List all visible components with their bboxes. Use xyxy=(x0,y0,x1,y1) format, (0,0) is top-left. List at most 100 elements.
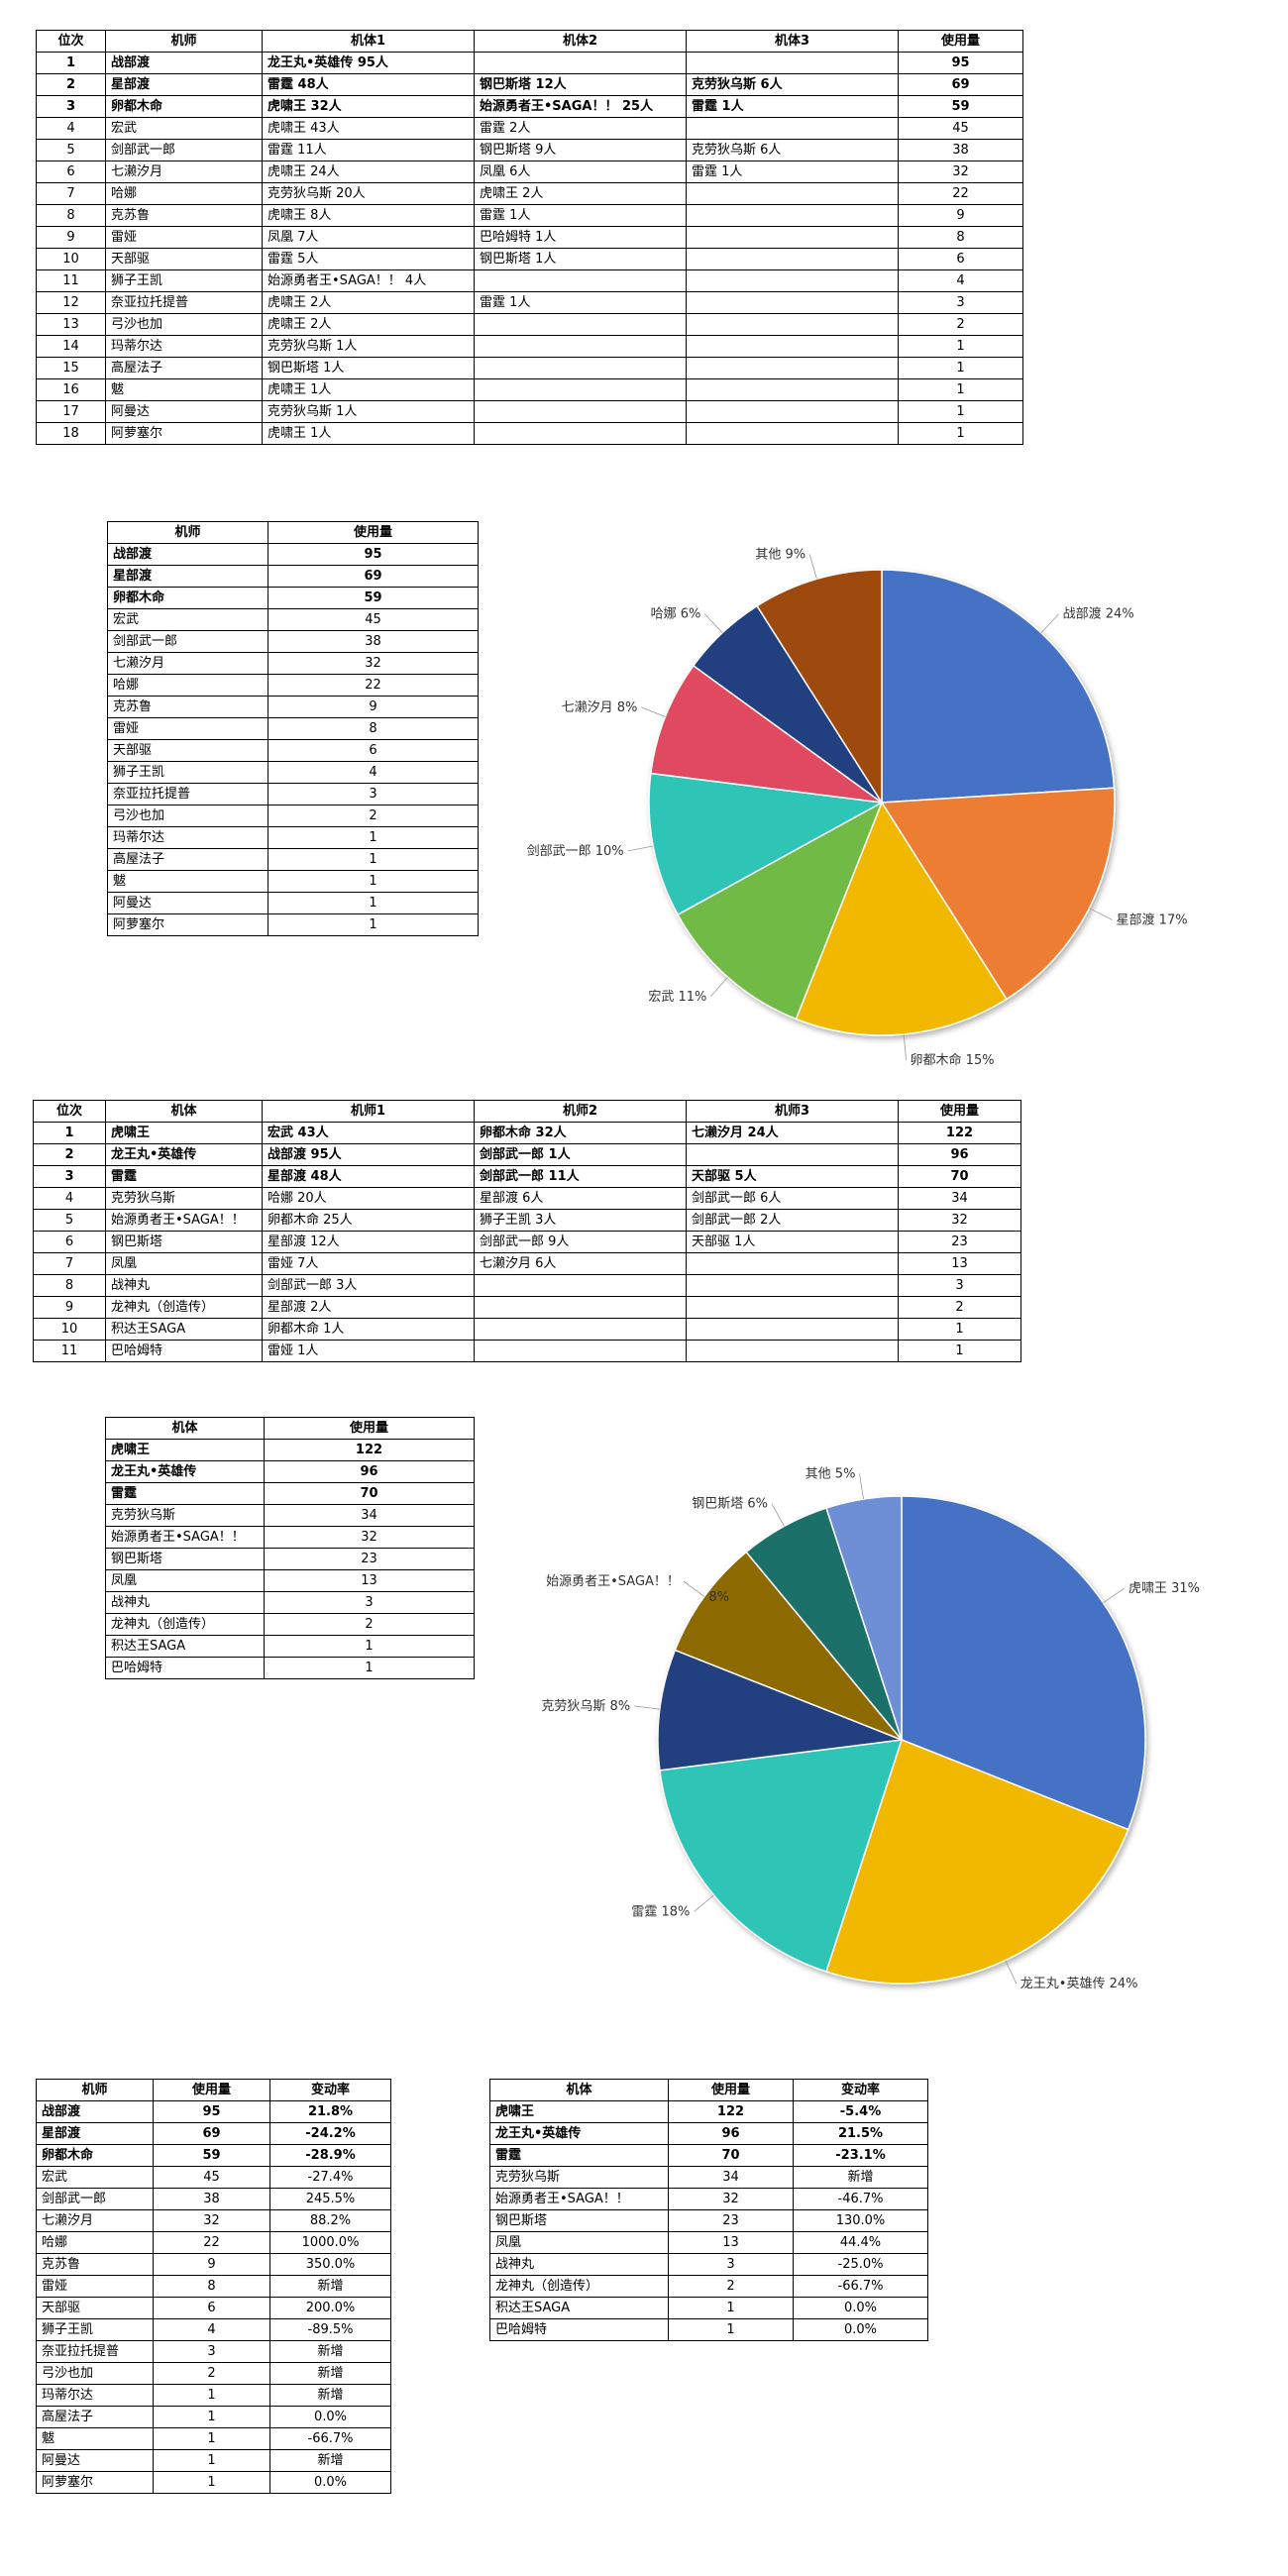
table-cell: 122 xyxy=(264,1439,475,1461)
table-cell: 虎啸王 8人 xyxy=(262,204,475,227)
table-cell: 3 xyxy=(36,95,106,118)
pie-leader-line xyxy=(903,1033,907,1060)
table-row: 11 狮子王凯 始源勇者王•SAGA！！ 4人 4 xyxy=(36,269,1023,292)
table-cell: 雷霆 1人 xyxy=(474,204,687,227)
table-row: 弓沙也加 2 xyxy=(107,805,479,827)
table-cell xyxy=(686,226,899,249)
table-cell: 虎啸王 2人 xyxy=(262,313,475,336)
table-row: 10 积达王SAGA 卵都木命 1人 1 xyxy=(33,1318,1021,1341)
table-cell: 剑部武一郎 11人 xyxy=(474,1165,687,1188)
table-header-row: 机体 使用量 xyxy=(105,1417,475,1440)
table-cell: 克劳狄乌斯 xyxy=(489,2166,669,2189)
table-cell: 122 xyxy=(898,1122,1021,1144)
table-cell: 天部驱 1人 xyxy=(686,1231,899,1253)
table-cell: 12 xyxy=(36,291,106,314)
table-row: 卵都木命 59 -28.9% xyxy=(36,2144,391,2167)
table-cell: 4 xyxy=(268,761,479,784)
table-cell: 卵都木命 25人 xyxy=(262,1209,475,1232)
table-row: 玛蒂尔达 1 xyxy=(107,826,479,849)
table-cell: 34 xyxy=(668,2166,794,2189)
table-cell: 克劳狄乌斯 xyxy=(105,1504,265,1527)
table-cell: 钢巴斯塔 12人 xyxy=(474,73,687,96)
column-header: 使用量 xyxy=(898,1100,1021,1123)
table-cell: 1 xyxy=(898,335,1023,358)
table-cell: 70 xyxy=(898,1165,1021,1188)
table-cell: 战部渡 xyxy=(105,52,263,74)
table-cell: 6 xyxy=(268,739,479,762)
table-cell: 38 xyxy=(898,139,1023,161)
table-cell: 虎啸王 xyxy=(489,2100,669,2123)
table-cell: -66.7% xyxy=(269,2427,391,2450)
table-row: 18 阿萝塞尔 虎啸王 1人 1 xyxy=(36,422,1023,445)
table-cell xyxy=(686,313,899,336)
table-cell: 克劳狄乌斯 xyxy=(105,1187,263,1210)
table-cell xyxy=(474,400,687,423)
table-cell: 1 xyxy=(668,2318,794,2341)
table-row: 阿萝塞尔 1 xyxy=(107,913,479,936)
table-cell: 新增 xyxy=(269,2384,391,2407)
table-cell: 虎啸王 2人 xyxy=(262,291,475,314)
table-cell: 卵都木命 xyxy=(107,587,268,609)
table-cell: 13 xyxy=(36,313,106,336)
pie-leader-line xyxy=(634,1705,660,1710)
table-cell xyxy=(474,1318,687,1341)
table-cell: 8 xyxy=(36,204,106,227)
table-row: 战神丸 3 xyxy=(105,1591,475,1614)
column-header: 机师 xyxy=(107,521,268,544)
table-cell: 克劳狄乌斯 1人 xyxy=(262,400,475,423)
table-cell: 雷霆 2人 xyxy=(474,117,687,140)
table-cell: 3 xyxy=(898,1274,1021,1297)
table-row: 4 宏武 虎啸王 43人 雷霆 2人 45 xyxy=(36,117,1023,140)
table-cell: 七濑汐月 xyxy=(36,2209,154,2232)
table-cell: 哈娜 xyxy=(36,2231,154,2254)
table-cell: 3 xyxy=(33,1165,106,1188)
table-cell: 钢巴斯塔 9人 xyxy=(474,139,687,161)
table-cell: 16 xyxy=(36,378,106,401)
table-cell: 始源勇者王•SAGA！！ xyxy=(105,1209,263,1232)
table-cell: 9 xyxy=(36,226,106,249)
table-row: 狮子王凯 4 -89.5% xyxy=(36,2318,391,2341)
table-cell: 龙神丸（创造传） xyxy=(489,2275,669,2298)
table-cell: 哈娜 20人 xyxy=(262,1187,475,1210)
table-cell: 1 xyxy=(898,378,1023,401)
table-cell: 新增 xyxy=(269,2449,391,2472)
table-cell: 95 xyxy=(153,2100,270,2123)
unit-ranking-table: 位次 机体 机师1 机师2 机师3 使用量 1 虎啸王 宏武 43人 卵都木命 32人 七濑汐月 … xyxy=(33,1100,1021,1362)
table-cell: 始源勇者王•SAGA！！ 4人 xyxy=(262,269,475,292)
table-cell: 96 xyxy=(898,1143,1021,1166)
table-cell xyxy=(686,335,899,358)
table-cell: 22 xyxy=(268,674,479,697)
table-cell xyxy=(474,313,687,336)
table-cell: 星部渡 12人 xyxy=(262,1231,475,1253)
table-row: 2 龙王丸•英雄传 战部渡 95人 剑部武一郎 1人 96 xyxy=(33,1143,1021,1166)
table-row: 雷霆 70 -23.1% xyxy=(489,2144,928,2167)
table-row: 16 魃虎啸王 1人 1 xyxy=(36,378,1023,401)
table-cell: 战部渡 95人 xyxy=(262,1143,475,1166)
table-cell: 哈娜 xyxy=(107,674,268,697)
table-cell: 钢巴斯塔 1人 xyxy=(474,248,687,270)
table-cell: 凤凰 xyxy=(105,1252,263,1275)
table-row: 雷娅 8 xyxy=(107,717,479,740)
table-cell: 玛蒂尔达 xyxy=(36,2384,154,2407)
column-header: 机体 xyxy=(489,2079,669,2101)
pie-slice-label: 其他 9% xyxy=(755,547,805,562)
table-cell: 95 xyxy=(898,52,1023,74)
table-row: 15 高屋法子 钢巴斯塔 1人 1 xyxy=(36,357,1023,379)
pie-leader-line xyxy=(1103,1587,1126,1604)
table-cell: 8 xyxy=(153,2275,270,2298)
pie-leader-line xyxy=(704,613,723,633)
pie-slice xyxy=(825,1495,903,1741)
column-header: 机师3 xyxy=(686,1100,899,1123)
table-cell: 玛蒂尔达 xyxy=(105,335,263,358)
table-cell: 魃 xyxy=(105,378,263,401)
table-cell: 魃 xyxy=(36,2427,154,2450)
table-row: 哈娜 22 xyxy=(107,674,479,697)
table-cell: 虎啸王 1人 xyxy=(262,378,475,401)
table-cell: 6 xyxy=(898,248,1023,270)
table-cell: 龙王丸•英雄传 xyxy=(489,2122,669,2145)
pie-slice-label: 哈娜 6% xyxy=(651,607,701,622)
table-cell: 凤凰 xyxy=(105,1569,265,1592)
table-row: 奈亚拉托提普 3 新增 xyxy=(36,2340,391,2363)
pie-slice xyxy=(795,801,1008,1036)
table-row: 8 克苏鲁 虎啸王 8人 雷霆 1人 9 xyxy=(36,204,1023,227)
